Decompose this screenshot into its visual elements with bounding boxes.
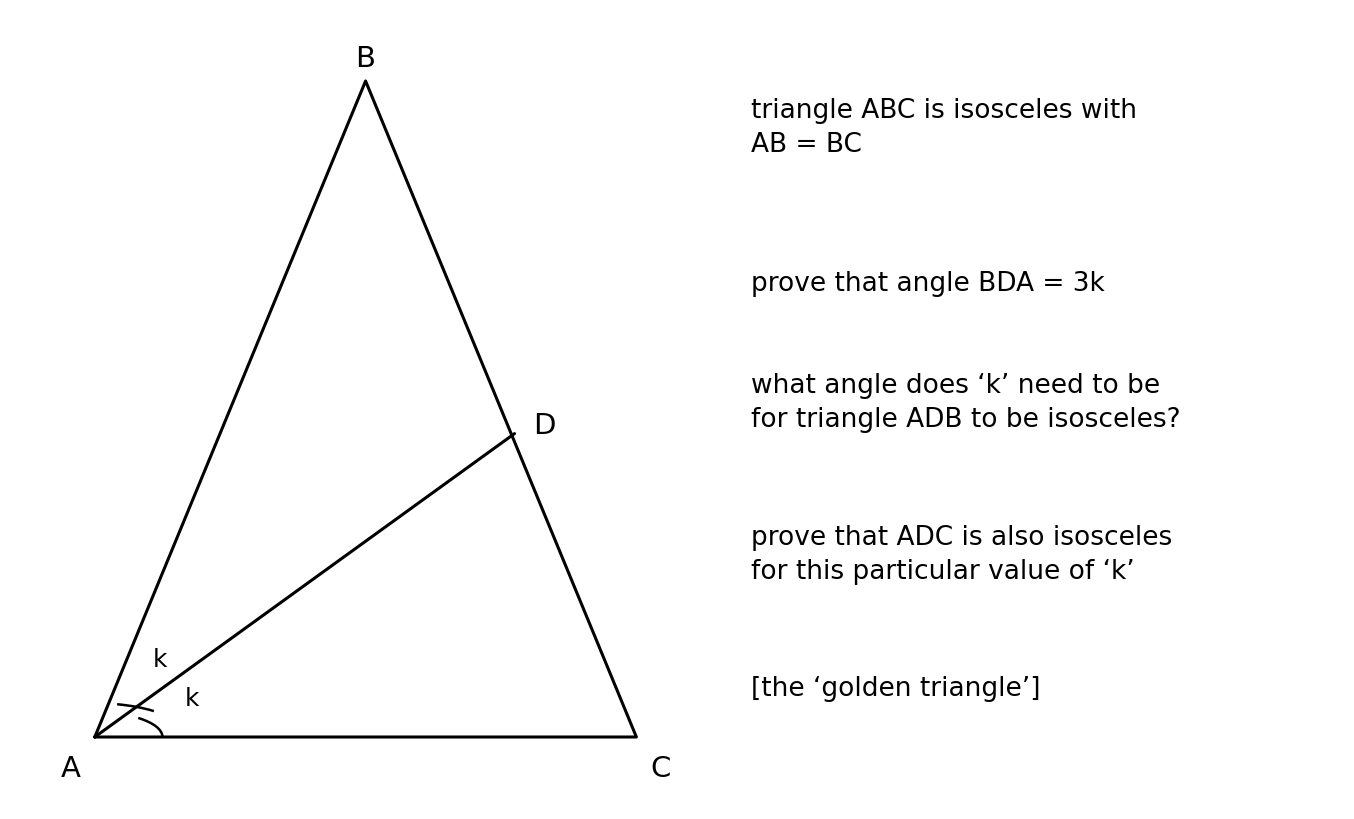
Text: D: D [533, 412, 555, 440]
Text: C: C [650, 754, 672, 782]
Text: triangle ABC is isosceles with
AB = BC: triangle ABC is isosceles with AB = BC [751, 98, 1137, 158]
Text: A: A [61, 754, 80, 782]
Text: what angle does ‘k’ need to be
for triangle ADB to be isosceles?: what angle does ‘k’ need to be for trian… [751, 373, 1181, 432]
Text: k: k [153, 647, 167, 672]
Text: [the ‘golden triangle’]: [the ‘golden triangle’] [751, 676, 1041, 702]
Text: k: k [185, 686, 199, 710]
Text: prove that ADC is also isosceles
for this particular value of ‘k’: prove that ADC is also isosceles for thi… [751, 524, 1173, 584]
Text: prove that angle BDA = 3k: prove that angle BDA = 3k [751, 270, 1105, 296]
Text: B: B [356, 45, 375, 73]
